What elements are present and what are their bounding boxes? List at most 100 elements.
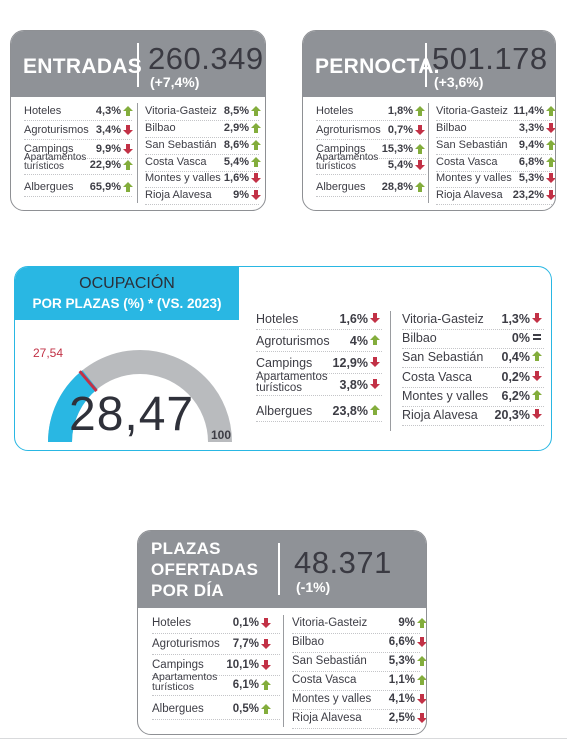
arrow-up-icon [370,335,380,345]
arrow-down-icon [532,371,542,381]
pernocta-card: PERNOCTA. 501.178 (+3,6%) Hoteles 1,8% Agr… [302,30,556,211]
indicator-row: Rioja Alavesa 9% [145,189,261,205]
row-divider [436,171,552,172]
indicator-value: 4,3% [95,105,121,117]
entradas-total: 260.349 [148,41,264,76]
entradas-column-divider [137,103,138,203]
arrow-down-icon [261,639,271,649]
row-divider [316,120,426,121]
indicator-value: 4,1% [388,693,415,705]
ocupacion-column-divider [390,311,391,431]
indicator-row: Hoteles 4,3% [24,105,134,121]
row-divider [436,187,552,188]
arrow-down-icon [546,173,555,183]
arrow-down-icon [123,125,133,135]
row-divider [292,708,420,710]
arrow-up-icon [370,405,380,415]
ocupacion-gauge [48,350,232,443]
indicator-value: 0,7% [387,124,413,136]
row-divider [256,372,382,374]
indicator-value: 3,3% [518,122,544,134]
indicator-value: 23,2% [512,189,544,201]
gauge-value: 28,47 [69,388,195,441]
indicator-label: Bilbao [292,636,324,648]
indicator-value: 0,1% [232,617,259,629]
indicator-label: San Sebastián [436,139,508,151]
arrow-up-icon [417,675,426,685]
row-divider [152,674,280,676]
indicator-label: Albergues [316,181,366,193]
indicator-row: Campings 12,9% [256,356,384,374]
row-divider [316,139,426,140]
indicator-label: Hoteles [24,105,62,117]
indicator-row: Agroturismos 7,7% [152,638,282,655]
equal-icon [532,332,542,342]
row-divider [292,689,420,691]
bottom-rule [0,738,567,739]
arrow-up-icon [415,182,425,192]
gauge-marker [78,370,98,392]
indicator-label: Campings [316,143,366,155]
arrow-down-icon [546,190,555,200]
indicator-row: San Sebastián 9,4% [436,139,555,155]
row-divider [145,154,259,155]
arrow-up-icon [251,106,261,116]
row-divider [152,694,280,696]
indicator-row: San Sebastián 5,3% [292,655,426,672]
indicator-label: Apartamentos turísticos [152,671,218,693]
indicator-value: 10,1% [226,659,259,671]
indicator-value: 2,5% [388,712,415,724]
arrow-up-icon [251,140,261,150]
indicator-value: 9% [233,189,249,201]
indicator-label: Apartamentos turísticos [316,152,379,172]
indicator-label: Costa Vasca [402,370,472,384]
row-divider [316,158,426,159]
row-divider [24,120,132,121]
plazas-header: PLAZAS OFERTADAS POR DÍA 48.371 (-1%) [138,531,426,608]
plazas-card: PLAZAS OFERTADAS POR DÍA 48.371 (-1%) Ho… [137,530,427,735]
indicator-value: 23,8% [332,404,368,418]
arrow-up-icon [546,157,555,167]
pernocta-header-separator [425,43,427,87]
pernocta-header: PERNOCTA. 501.178 (+3,6%) [303,31,555,97]
indicator-row: Vitoria-Gasteiz 8,5% [145,105,261,121]
indicator-row: Bilbao 0% [402,331,546,349]
indicator-value: 0,4% [501,350,531,364]
row-divider [436,137,552,138]
indicator-row: Bilbao 3,3% [436,122,555,138]
indicator-label: San Sebastián [402,350,484,364]
arrow-up-icon [415,144,425,154]
entradas-header: ENTRADAS 260.349 (+7,4%) [11,31,265,97]
arrow-up-icon [261,680,271,690]
indicator-label: Campings [256,356,313,370]
indicator-label: Agroturismos [24,124,89,136]
row-divider [402,405,544,407]
arrow-up-icon [415,106,425,116]
indicator-row: Rioja Alavesa 23,2% [436,189,555,205]
indicator-label: Hoteles [152,617,191,629]
plazas-change: (-1%) [296,579,331,595]
indicator-value: 5,3% [388,655,415,667]
indicator-value: 6,1% [232,679,259,691]
indicator-row: Hoteles 1,8% [316,105,428,121]
indicator-value: 5,4% [223,156,249,168]
indicator-row: Hoteles 1,6% [256,312,384,330]
row-divider [152,632,280,634]
indicator-label: Vitoria-Gasteiz [402,312,484,326]
row-divider [152,718,280,720]
indicator-label: Vitoria-Gasteiz [436,105,508,117]
indicator-row: Albergues 65,9% [24,181,134,197]
indicator-label: Bilbao [402,331,437,345]
indicator-row: Rioja Alavesa 20,3% [402,408,546,426]
row-divider [292,727,420,729]
row-divider [402,424,544,426]
arrow-up-icon [532,390,542,400]
row-divider [145,120,259,121]
indicator-row: Apartamentos turísticos 3,8% [256,372,384,396]
arrow-down-icon [546,123,555,133]
indicator-row: Costa Vasca 1,1% [292,674,426,691]
indicator-value: 6,2% [501,389,531,403]
indicator-row: Campings 10,1% [152,659,282,676]
indicator-row: San Sebastián 8,6% [145,139,261,155]
indicator-row: Agroturismos 3,4% [24,124,134,140]
